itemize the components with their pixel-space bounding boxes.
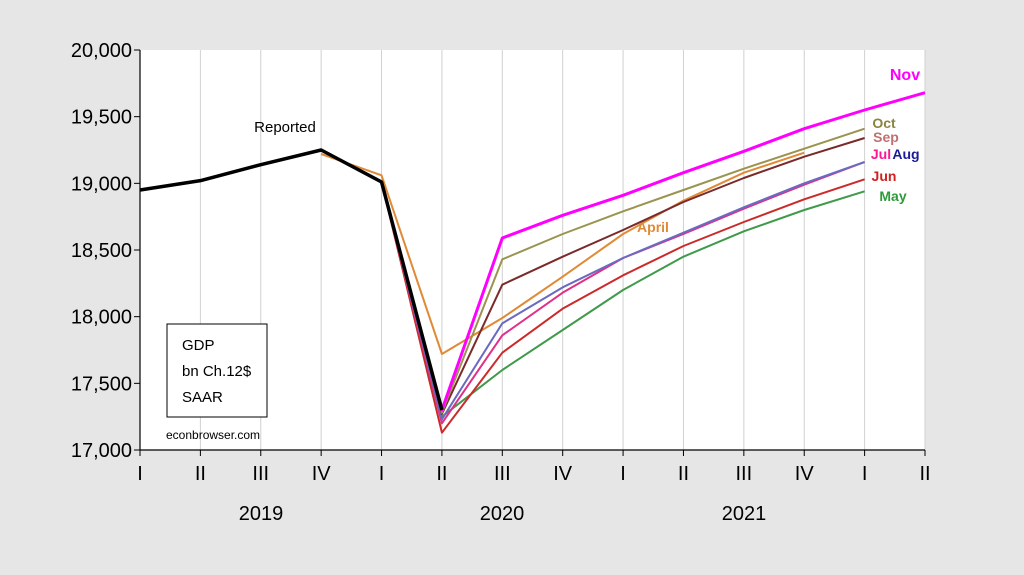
x-tick-label: III: [252, 463, 269, 485]
year-label-2019: 2019: [239, 503, 284, 525]
series-label-sep: Sep: [873, 129, 899, 145]
series-label-aug: Aug: [892, 146, 919, 162]
x-tick-label: II: [195, 463, 206, 485]
y-tick-label: 19,500: [71, 107, 132, 129]
series-label-jul: Jul: [871, 146, 891, 162]
plot-area: [140, 50, 925, 450]
x-tick-label: I: [137, 463, 143, 485]
y-tick-label: 19,000: [71, 173, 132, 195]
grid-lines: [199, 50, 926, 450]
legend-box-frame: [166, 323, 268, 418]
y-tick-label: 17,500: [71, 373, 132, 395]
x-tick-label: II: [678, 463, 689, 485]
series-label-april: April: [637, 219, 669, 235]
series-line-oct: [380, 127, 865, 414]
y-tick-label: 20,000: [71, 40, 132, 62]
x-tick-label: II: [919, 463, 930, 485]
x-tick-label: IV: [312, 463, 332, 485]
x-tick-label: III: [494, 463, 511, 485]
series-line-may: [380, 181, 865, 418]
series-line-aug: [380, 161, 865, 421]
series-label-nov: Nov: [890, 67, 920, 84]
series-label-may: May: [879, 188, 906, 204]
series-line-reported: [139, 148, 444, 411]
axes: 17,000 17,500 18,000 18,500 19,000 19,500 20,0…: [71, 40, 931, 485]
series-label-oct: Oct: [872, 115, 896, 131]
x-tick-label: IV: [795, 463, 815, 485]
y-tick-label: 17,000: [71, 440, 132, 462]
y-tick-label: 18,500: [71, 240, 132, 262]
series-line-april: [320, 151, 805, 355]
x-tick-label: II: [436, 463, 447, 485]
x-tick-label: I: [862, 463, 868, 485]
legend-line-2: bn Ch.12$: [182, 363, 252, 380]
credit-label: econbrowser.com: [166, 428, 260, 442]
year-label-2020: 2020: [480, 503, 525, 525]
series-label-jun: Jun: [872, 168, 897, 184]
x-tick-label: I: [620, 463, 626, 485]
x-tick-label: III: [736, 463, 753, 485]
legend-line-3: SAAR: [182, 389, 223, 406]
year-label-2021: 2021: [722, 503, 767, 525]
x-tick-label: I: [379, 463, 385, 485]
y-tick-label: 18,000: [71, 307, 132, 329]
legend-box: GDP bn Ch.12$ SAAR: [166, 323, 268, 418]
series-line-nov: [380, 91, 926, 412]
series-line-sep: [380, 137, 865, 415]
series-line-jun: [380, 178, 865, 434]
x-tick-label: IV: [553, 463, 573, 485]
year-labels: 2019 2020 2021: [239, 503, 767, 525]
series-label-reported: Reported: [254, 119, 316, 136]
legend-line-1: GDP: [182, 337, 215, 354]
series-lines: [139, 91, 926, 434]
plot-background: [140, 50, 925, 450]
